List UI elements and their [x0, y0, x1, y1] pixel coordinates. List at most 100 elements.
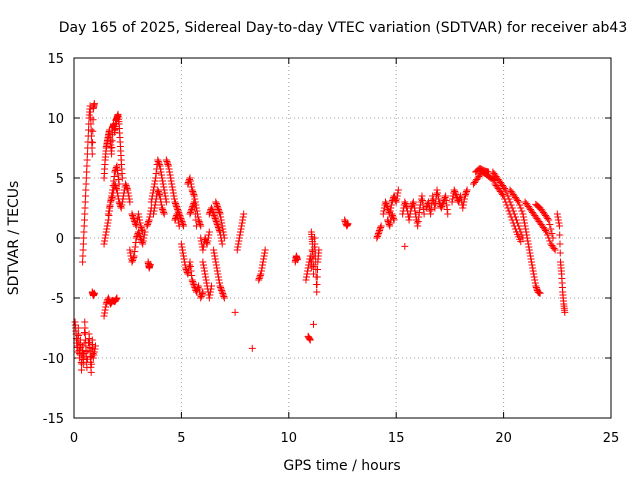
data-point: [209, 209, 217, 216]
data-point: [79, 240, 87, 248]
data-point: [151, 177, 159, 185]
data-point: [428, 197, 436, 204]
data-point: [112, 165, 120, 173]
data-point: [217, 213, 225, 221]
data-point: [199, 261, 207, 269]
data-point: [236, 231, 244, 239]
data-point: [212, 258, 220, 266]
data-point: [131, 248, 139, 255]
data-point: [420, 210, 428, 218]
data-point: [504, 204, 512, 212]
data-point: [188, 186, 196, 194]
data-point: [195, 218, 203, 225]
data-point: [236, 228, 244, 236]
data-point: [145, 216, 153, 224]
data-point: [159, 177, 167, 185]
data-point: [387, 204, 395, 212]
data-point: [448, 198, 456, 206]
data-point: [211, 213, 219, 221]
data-point: [207, 204, 215, 212]
data-point: [107, 198, 115, 206]
data-point: [126, 246, 134, 254]
data-point: [523, 234, 531, 242]
data-point: [205, 231, 213, 239]
data-point: [204, 237, 212, 245]
data-point: [216, 210, 224, 218]
data-point: [310, 320, 318, 328]
data-point: [390, 215, 398, 222]
data-point: [530, 270, 538, 278]
data-point: [102, 228, 110, 236]
data-point: [525, 246, 533, 254]
data-point: [463, 188, 471, 195]
data-point: [235, 237, 243, 245]
data-point: [169, 186, 177, 194]
data-point: [74, 324, 82, 332]
y-tick-label: -15: [43, 412, 64, 427]
data-point: [74, 330, 82, 338]
data-point: [438, 203, 446, 210]
data-point: [411, 207, 419, 215]
data-point: [125, 195, 133, 203]
data-point: [555, 219, 563, 227]
data-point: [389, 213, 397, 221]
data-point: [87, 126, 95, 134]
data-point: [169, 189, 177, 197]
data-point: [310, 243, 318, 251]
data-point: [114, 171, 122, 179]
data-point: [138, 239, 146, 246]
data-point: [131, 243, 139, 251]
data-point: [163, 158, 171, 165]
data-point: [83, 156, 91, 164]
data-point: [83, 168, 91, 176]
data-point: [314, 266, 322, 273]
data-point: [79, 252, 87, 260]
data-point: [166, 171, 174, 179]
y-tick-label: -5: [51, 292, 64, 307]
data-point: [522, 225, 530, 233]
data-point: [402, 201, 410, 209]
data-point: [550, 245, 558, 252]
data-point: [180, 255, 188, 263]
data-point: [82, 180, 90, 188]
data-point: [302, 276, 310, 284]
data-point: [101, 234, 109, 242]
data-point: [373, 233, 381, 240]
data-point: [183, 269, 191, 276]
data-point: [205, 294, 213, 302]
data-point: [212, 200, 220, 207]
data-point: [75, 332, 83, 339]
data-point: [132, 221, 140, 228]
data-point: [427, 210, 435, 218]
data-point: [150, 183, 158, 191]
data-point: [430, 201, 438, 209]
data-point: [87, 360, 95, 368]
data-point: [461, 192, 469, 200]
data-point: [213, 264, 221, 272]
data-point: [108, 137, 116, 145]
plot-frame: [73, 57, 612, 419]
data-point: [128, 258, 136, 266]
y-tick-label: 0: [56, 232, 64, 247]
data-point: [118, 198, 126, 206]
data-point: [200, 264, 208, 272]
data-point: [100, 312, 108, 320]
data-point: [215, 207, 223, 215]
data-point: [409, 200, 417, 207]
data-point: [341, 216, 349, 224]
data-point: [190, 191, 198, 198]
data-point: [158, 201, 166, 209]
data-point: [118, 174, 126, 182]
data-point: [82, 174, 90, 182]
data-point: [160, 183, 168, 191]
data-point: [517, 204, 525, 212]
data-point: [529, 264, 537, 272]
data-point: [140, 234, 148, 242]
data-point: [515, 198, 523, 206]
data-point: [387, 201, 395, 209]
data-point: [140, 231, 148, 239]
data-point: [179, 221, 187, 228]
data-point: [219, 291, 227, 299]
data-point: [217, 216, 225, 224]
data-point: [187, 267, 195, 275]
